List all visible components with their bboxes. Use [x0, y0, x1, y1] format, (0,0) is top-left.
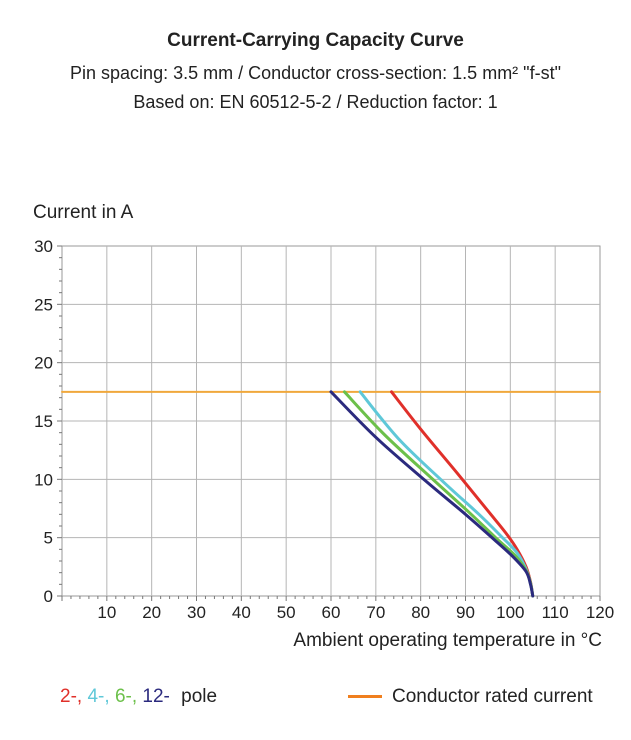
legend-separator: , — [104, 686, 115, 707]
x-tick-label: 100 — [496, 603, 524, 622]
legend-separator: , — [131, 686, 143, 707]
x-tick-label: 90 — [456, 603, 475, 622]
y-tick-label: 20 — [34, 354, 53, 373]
x-tick-label: 20 — [142, 603, 161, 622]
y-tick-label: 5 — [44, 529, 53, 548]
y-axis-label: Current in A — [33, 202, 134, 223]
legend-separator: , — [76, 686, 88, 707]
x-tick-label: 120 — [586, 603, 614, 622]
legend-pole-2: 2- — [60, 686, 77, 707]
chart-subtitle-standard: Based on: EN 60512-5-2 / Reduction facto… — [133, 92, 498, 112]
rated-current-legend: Conductor rated current — [348, 686, 593, 708]
x-tick-label: 60 — [322, 603, 341, 622]
x-tick-label: 30 — [187, 603, 206, 622]
legend-pole-4: 4- — [87, 686, 105, 707]
y-tick-label: 0 — [44, 587, 53, 606]
y-tick-label: 30 — [34, 237, 53, 256]
x-tick-label: 10 — [97, 603, 116, 622]
x-tick-label: 70 — [366, 603, 385, 622]
rated-current-legend-label: Conductor rated current — [392, 686, 593, 707]
pole-legend: 2-, 4-, 6-, 12- pole — [60, 686, 217, 708]
legend-pole-12: 12- — [142, 686, 170, 707]
x-axis-label: Ambient operating temperature in °C — [293, 630, 602, 651]
series-line-12-pole — [329, 390, 535, 598]
rated-current-swatch — [348, 695, 382, 699]
x-tick-label: 50 — [277, 603, 296, 622]
y-tick-label: 10 — [34, 470, 53, 489]
y-tick-label: 15 — [34, 412, 53, 431]
series-line-6-pole — [342, 390, 535, 598]
series-line-2-pole — [390, 390, 535, 598]
series-line-4-pole — [358, 390, 535, 598]
chart-subtitle-pin-spacing: Pin spacing: 3.5 mm / Conductor cross-se… — [70, 63, 561, 83]
x-tick-label: 110 — [542, 603, 569, 622]
legend-pole-suffix: pole — [175, 686, 218, 707]
y-tick-label: 25 — [34, 295, 53, 314]
legend-pole-6: 6- — [114, 686, 132, 707]
chart-title: Current-Carrying Capacity Curve — [167, 30, 464, 51]
x-tick-label: 80 — [411, 603, 430, 622]
x-tick-label: 40 — [232, 603, 251, 622]
